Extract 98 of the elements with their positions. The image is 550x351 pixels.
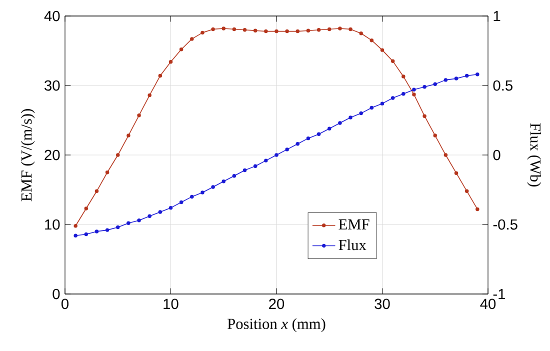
point	[285, 29, 289, 34]
point	[179, 200, 184, 204]
y-tick-label: 30	[44, 80, 60, 91]
point	[137, 218, 141, 222]
point	[137, 114, 141, 118]
point	[348, 116, 352, 120]
point	[444, 153, 448, 157]
y2-tick-label: 0.5	[493, 80, 512, 91]
point	[211, 27, 215, 32]
point	[390, 96, 395, 100]
point	[433, 82, 437, 86]
point	[84, 206, 88, 210]
point	[328, 126, 332, 130]
y2-tick-label: -1	[493, 288, 506, 300]
point	[402, 74, 406, 78]
point	[359, 111, 363, 116]
point	[433, 134, 437, 138]
point	[74, 224, 78, 228]
y2-axis-title: Flux (Wb)	[527, 123, 542, 186]
point	[94, 230, 99, 234]
legend-label: Flux	[338, 239, 366, 250]
y2-tick-label: 1	[494, 10, 500, 22]
point	[476, 207, 480, 212]
point	[158, 210, 162, 214]
y-tick-label: 40	[44, 10, 60, 22]
point	[476, 72, 480, 76]
point	[126, 134, 130, 138]
x-tick-label: 40	[480, 298, 496, 310]
point	[412, 92, 416, 96]
y-tick-label: 20	[44, 150, 60, 160]
y2-tick-label: 0	[493, 150, 500, 160]
point	[179, 47, 184, 52]
x-tick-label: 0	[61, 298, 68, 310]
point	[359, 32, 363, 36]
point	[412, 88, 416, 92]
point	[296, 142, 300, 146]
y2-tick-label: -0.5	[493, 219, 518, 230]
point	[316, 28, 321, 32]
point	[454, 171, 458, 175]
point	[338, 121, 342, 125]
point	[328, 27, 332, 32]
y-tick-label: 0	[52, 288, 60, 300]
legend-label: EMF	[338, 219, 370, 230]
x-tick-label: 10	[164, 298, 178, 310]
y-tick-label: 10	[45, 219, 60, 230]
point	[222, 180, 226, 184]
point	[211, 185, 215, 189]
point	[148, 93, 152, 98]
point	[454, 76, 458, 80]
point	[464, 74, 469, 78]
point	[200, 190, 204, 194]
point	[116, 225, 120, 230]
point	[296, 29, 300, 34]
point	[264, 29, 268, 34]
point	[264, 158, 268, 162]
point	[168, 206, 173, 210]
point	[158, 74, 162, 78]
point	[402, 92, 406, 96]
y-axis-title: EMF (V/(m/s))	[20, 109, 35, 202]
x-tick-label: 20	[269, 298, 284, 310]
point	[222, 26, 226, 30]
point	[105, 228, 110, 232]
point	[242, 28, 247, 32]
point	[253, 164, 258, 168]
point	[168, 60, 173, 64]
point	[422, 114, 426, 118]
point	[316, 132, 321, 136]
point	[285, 148, 289, 152]
point	[390, 59, 395, 64]
point	[348, 27, 352, 32]
point	[232, 27, 236, 32]
point	[84, 232, 88, 236]
point	[380, 48, 384, 52]
point	[464, 189, 469, 194]
point	[116, 153, 120, 157]
x-tick-label: 30	[374, 298, 390, 310]
point	[148, 214, 152, 218]
point	[190, 37, 194, 41]
point	[444, 78, 448, 82]
point	[126, 221, 130, 225]
point	[253, 28, 258, 32]
point	[232, 174, 236, 178]
point	[242, 168, 247, 172]
point	[380, 102, 384, 106]
point	[94, 189, 99, 194]
point	[105, 170, 110, 174]
point	[306, 28, 310, 32]
point	[200, 30, 204, 35]
point	[306, 136, 310, 140]
point	[370, 106, 374, 110]
point	[190, 194, 194, 199]
point	[274, 153, 278, 157]
point	[422, 85, 426, 89]
point	[338, 26, 342, 30]
point	[74, 234, 78, 238]
point	[370, 38, 374, 42]
point	[274, 29, 278, 34]
x-axis-title: Position x (mm)	[228, 318, 326, 332]
